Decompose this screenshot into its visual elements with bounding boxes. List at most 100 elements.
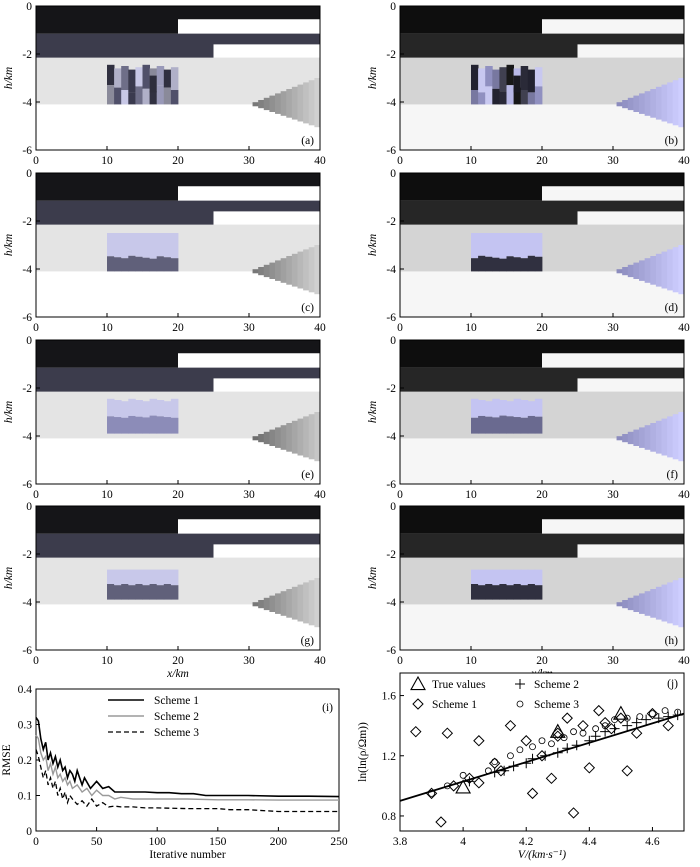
- body-cell-upper: [128, 69, 136, 93]
- panel-tag: (h): [665, 635, 679, 647]
- x-tick-label: 30: [607, 489, 619, 501]
- point-circle: [538, 737, 546, 745]
- body-cell-upper: [121, 569, 129, 584]
- y-tick-label: -6: [386, 479, 396, 491]
- wedge-cell: [263, 431, 270, 445]
- x-tick-label: 30: [607, 155, 619, 167]
- body-cell-upper: [128, 569, 136, 586]
- wedge-cell: [661, 251, 668, 289]
- wedge-cell: [258, 600, 265, 609]
- upper-layer: [400, 367, 684, 392]
- body-cell-lower: [478, 585, 486, 600]
- body-cell-upper: [527, 69, 536, 93]
- body-cell-lower: [513, 87, 522, 105]
- wedge-cell: [655, 586, 662, 620]
- body-cell-upper: [142, 401, 150, 418]
- body-cell-lower: [499, 584, 507, 600]
- wedge-cell: [258, 434, 265, 443]
- body-cell-lower: [492, 585, 500, 600]
- point-diamond: [630, 727, 643, 739]
- body-cell-lower: [499, 258, 507, 272]
- upper-layer: [400, 533, 684, 558]
- body-cell-lower: [506, 585, 514, 600]
- body-cell-upper: [513, 233, 522, 258]
- wedge-cell: [672, 580, 679, 626]
- wedge-cell: [303, 249, 310, 291]
- wedge-cell: [269, 429, 276, 446]
- wedge-cell: [291, 420, 298, 454]
- body-cell-lower: [107, 85, 115, 105]
- upper-layer: [36, 33, 320, 58]
- body-cell-upper: [478, 400, 486, 416]
- body-cell-upper: [520, 233, 529, 259]
- wedge-cell: [667, 249, 674, 291]
- body-cell-upper: [520, 66, 529, 90]
- wedge-cell: [655, 86, 662, 120]
- body-cell-upper: [485, 233, 493, 257]
- wedge-cell: [258, 100, 265, 109]
- point-circle: [592, 725, 600, 733]
- wedge-cell: [286, 423, 293, 452]
- y-tick-label: 0: [26, 1, 32, 13]
- body-cell-lower: [156, 85, 165, 105]
- wedge-cell: [655, 420, 662, 454]
- body-cell-lower: [128, 255, 136, 272]
- legend-label-2: Scheme 2: [534, 679, 579, 691]
- y-tick-label: 0.1: [18, 791, 33, 803]
- wedge-cell: [308, 580, 315, 626]
- x-tick-label: 30: [243, 155, 255, 167]
- y-tick-label: 0.2: [18, 755, 33, 767]
- body-cell-lower: [492, 88, 500, 105]
- y-tick-label: -4: [22, 97, 32, 109]
- wedge-cell: [678, 245, 685, 295]
- wedge-cell: [622, 600, 629, 609]
- y-tick-label: -2: [22, 383, 32, 395]
- wedge-cell: [280, 91, 287, 116]
- y-tick-label: -2: [22, 549, 32, 561]
- body-cell-upper: [163, 401, 172, 418]
- wedge-cell: [678, 412, 685, 462]
- model-panel-d: 0-2-4-60 10 20 30 40h/km(d): [367, 168, 690, 334]
- y-tick-label: -2: [386, 216, 396, 228]
- body-cell-upper: [170, 569, 179, 586]
- body-cell-lower: [170, 417, 179, 434]
- y-axis-label: h/km: [367, 401, 379, 423]
- point-diamond: [447, 780, 460, 792]
- body-cell-upper: [520, 569, 529, 586]
- body-cell-lower: [506, 85, 514, 105]
- x-tick-label: 40: [678, 155, 690, 167]
- body-cell-lower: [163, 87, 172, 105]
- body-cell-lower: [506, 416, 514, 434]
- body-cell-lower: [170, 585, 179, 600]
- point-triangle: [612, 705, 629, 720]
- point-plus: [527, 753, 538, 764]
- wedge-cell: [308, 247, 315, 293]
- point-diamond: [561, 712, 573, 724]
- body-cell-upper: [163, 69, 172, 88]
- y-tick-label: 0: [390, 168, 396, 180]
- legend-marker-2: [515, 679, 525, 689]
- body-cell-lower: [149, 415, 158, 434]
- body-cell-upper: [492, 69, 500, 89]
- y-tick-label: 0: [26, 335, 32, 347]
- wedge-cell: [297, 251, 304, 289]
- point-diamond: [552, 727, 564, 739]
- x-tick-label: 150: [209, 836, 227, 848]
- x-tick-label: 0: [33, 655, 39, 667]
- x-tick-label: 4: [460, 836, 466, 848]
- x-tick-label: 10: [101, 155, 113, 167]
- point-plus: [508, 761, 519, 772]
- wedge-cell: [678, 78, 685, 128]
- body-cell-lower: [156, 256, 165, 272]
- body-cell-upper: [142, 64, 150, 89]
- y-tick-label: 0: [26, 501, 32, 513]
- wedge-cell: [252, 269, 259, 274]
- wedge-cell: [633, 95, 640, 112]
- point-circle: [674, 708, 682, 716]
- y-tick-label: 0: [26, 168, 32, 180]
- point-diamond: [552, 730, 564, 742]
- wedge-cell: [644, 591, 651, 616]
- body-cell-upper: [107, 233, 115, 257]
- body-cell-lower: [471, 417, 479, 434]
- x-tick-label: 4.6: [645, 836, 660, 848]
